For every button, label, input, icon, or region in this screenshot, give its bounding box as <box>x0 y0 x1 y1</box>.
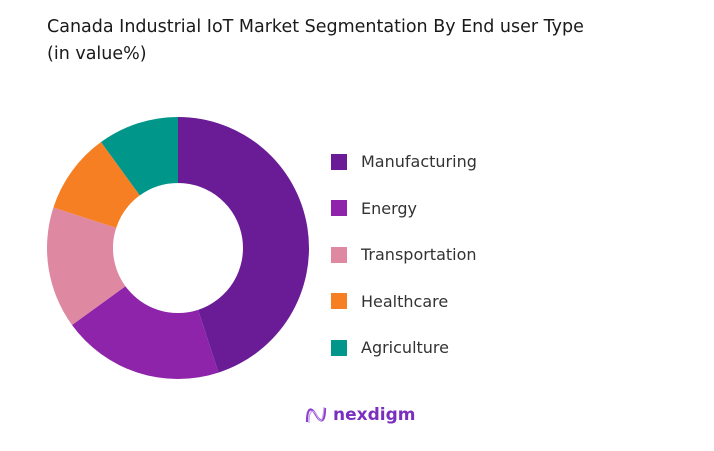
slice-healthcare <box>53 142 140 228</box>
legend-swatch <box>331 200 347 216</box>
nexdigm-logo-icon <box>305 406 327 424</box>
legend-item-energy: Energy <box>331 197 477 220</box>
legend: Manufacturing Energy Transportation Healthc… <box>331 150 477 383</box>
legend-item-transportation: Transportation <box>331 243 477 266</box>
title-text: Canada Industrial IoT Market Segmentatio… <box>47 17 584 37</box>
nexdigm-logo: nexdigm <box>305 404 415 426</box>
legend-label: Manufacturing <box>361 152 477 171</box>
subtitle-text: (in value%) <box>47 44 147 64</box>
slice-agriculture <box>101 117 178 196</box>
legend-label: Healthcare <box>361 291 449 311</box>
brand-name: nexdigm <box>333 405 416 425</box>
legend-swatch <box>331 339 347 356</box>
legend-swatch <box>331 293 347 309</box>
legend-item-manufacturing: Manufacturing <box>331 150 477 173</box>
legend-swatch <box>331 246 347 263</box>
legend-swatch <box>331 153 347 170</box>
legend-label: Energy <box>361 198 418 218</box>
chart-title: Canada Industrial IoT Market Segmentatio… <box>47 14 707 68</box>
slice-energy <box>72 286 219 379</box>
slice-manufacturing <box>178 117 309 373</box>
legend-item-agriculture: Agriculture <box>331 336 477 359</box>
legend-item-healthcare: Healthcare <box>331 290 477 313</box>
legend-label: Agriculture <box>361 338 449 357</box>
legend-label: Transportation <box>361 245 477 264</box>
slice-transportation <box>47 207 126 325</box>
